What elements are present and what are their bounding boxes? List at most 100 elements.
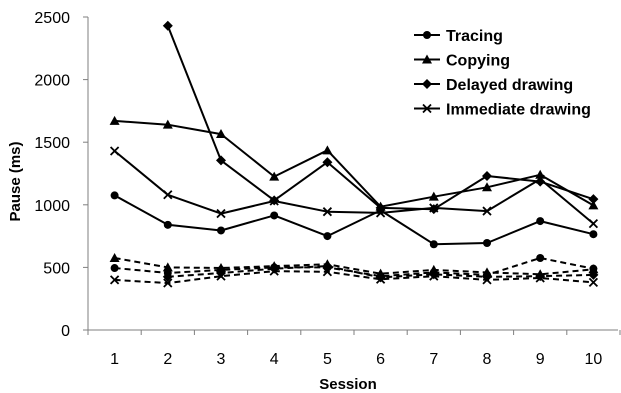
data-point bbox=[322, 207, 333, 217]
legend-label: Immediate drawing bbox=[446, 102, 591, 119]
legend-swatch-marker bbox=[422, 103, 432, 114]
x-tick-label: 5 bbox=[323, 351, 332, 368]
legend-item: Immediate drawing bbox=[414, 102, 591, 119]
data-point bbox=[109, 146, 120, 156]
series-dashed-cross bbox=[109, 266, 599, 288]
data-point bbox=[536, 254, 545, 263]
data-point bbox=[323, 232, 332, 241]
legend-item: Copying bbox=[414, 53, 510, 70]
data-point bbox=[162, 20, 173, 31]
data-point bbox=[269, 171, 280, 181]
data-point bbox=[428, 191, 439, 201]
data-point bbox=[162, 119, 173, 129]
data-point bbox=[322, 145, 333, 155]
data-point bbox=[589, 230, 598, 239]
data-point bbox=[110, 191, 119, 200]
y-tick-label: 500 bbox=[43, 260, 70, 277]
data-point bbox=[482, 206, 492, 216]
cross-stroke bbox=[322, 207, 333, 217]
series-dashed-triangle bbox=[109, 253, 599, 279]
cross-stroke bbox=[109, 275, 120, 285]
data-point bbox=[109, 253, 120, 263]
data-point bbox=[269, 266, 279, 276]
data-point bbox=[375, 274, 386, 284]
data-point bbox=[535, 176, 546, 187]
legend-item: Tracing bbox=[414, 28, 503, 45]
data-point bbox=[588, 194, 599, 205]
series-line bbox=[114, 270, 594, 285]
data-point bbox=[482, 275, 492, 285]
cross-stroke bbox=[429, 203, 439, 213]
data-point bbox=[588, 218, 599, 229]
data-point bbox=[322, 267, 333, 277]
data-point bbox=[429, 240, 438, 249]
data-point bbox=[163, 190, 173, 200]
x-tick-label: 3 bbox=[217, 351, 226, 368]
data-point bbox=[588, 264, 599, 274]
data-point bbox=[216, 155, 226, 166]
data-point bbox=[429, 271, 439, 281]
x-tick-label: 10 bbox=[585, 351, 603, 368]
y-tick-label: 1000 bbox=[34, 198, 70, 215]
cross-stroke bbox=[588, 218, 599, 229]
y-axis-title: Pause (ms) bbox=[7, 141, 24, 221]
legend-item: Delayed drawing bbox=[414, 77, 573, 94]
series-copying bbox=[109, 115, 599, 211]
y-tick-label: 0 bbox=[61, 323, 70, 340]
series-line bbox=[113, 150, 595, 225]
x-tick-label: 1 bbox=[110, 351, 119, 368]
data-point bbox=[217, 226, 225, 235]
data-point bbox=[429, 203, 439, 213]
cross-stroke bbox=[216, 271, 226, 281]
cross-stroke bbox=[269, 266, 279, 276]
data-point bbox=[483, 238, 491, 247]
series-layer bbox=[109, 20, 599, 288]
legend-swatch-marker bbox=[422, 54, 432, 64]
y-tick-label: 2500 bbox=[34, 10, 70, 27]
x-tick-label: 9 bbox=[536, 351, 545, 368]
data-point bbox=[216, 208, 226, 219]
data-point bbox=[588, 269, 599, 280]
cross-stroke bbox=[482, 206, 492, 216]
data-point bbox=[322, 157, 333, 168]
data-point bbox=[163, 220, 172, 229]
y-tick-label: 1500 bbox=[34, 135, 70, 152]
cross-stroke bbox=[535, 174, 545, 184]
legend-label: Tracing bbox=[446, 28, 503, 45]
data-point bbox=[110, 264, 119, 273]
series-dashed-diamond bbox=[162, 261, 599, 283]
series-line bbox=[114, 119, 594, 208]
cross-stroke bbox=[322, 267, 333, 277]
cross-stroke bbox=[269, 196, 279, 206]
data-point bbox=[216, 271, 226, 281]
series-immediate-drawing bbox=[109, 146, 599, 229]
data-point bbox=[162, 262, 173, 272]
cross-stroke bbox=[422, 103, 432, 114]
cross-stroke bbox=[375, 208, 386, 218]
x-axis-title: Session bbox=[319, 376, 377, 393]
legend-swatch-marker bbox=[423, 31, 431, 39]
axes: 0 500 1000 1500 2000 2500 1 2 3 4 5 6 7 8 9 10 bbox=[34, 10, 621, 368]
cross-stroke bbox=[429, 271, 439, 281]
x-tick-label: 7 bbox=[429, 351, 438, 368]
legend: Tracing Copying Delayed drawing Immediate d… bbox=[414, 28, 591, 119]
data-point bbox=[216, 263, 226, 273]
data-point bbox=[588, 200, 599, 210]
data-point bbox=[163, 278, 173, 288]
cross-stroke bbox=[163, 190, 173, 200]
data-point bbox=[536, 217, 545, 226]
data-point bbox=[270, 211, 279, 220]
legend-label: Copying bbox=[446, 53, 510, 70]
data-point bbox=[269, 196, 279, 206]
series-line bbox=[114, 257, 594, 276]
data-point bbox=[216, 129, 226, 139]
data-point bbox=[535, 273, 545, 283]
series-line bbox=[114, 194, 594, 246]
legend-swatch-marker bbox=[422, 79, 432, 89]
data-point bbox=[535, 271, 546, 282]
data-point bbox=[482, 171, 492, 182]
data-point bbox=[535, 174, 545, 184]
cross-stroke bbox=[216, 208, 226, 219]
